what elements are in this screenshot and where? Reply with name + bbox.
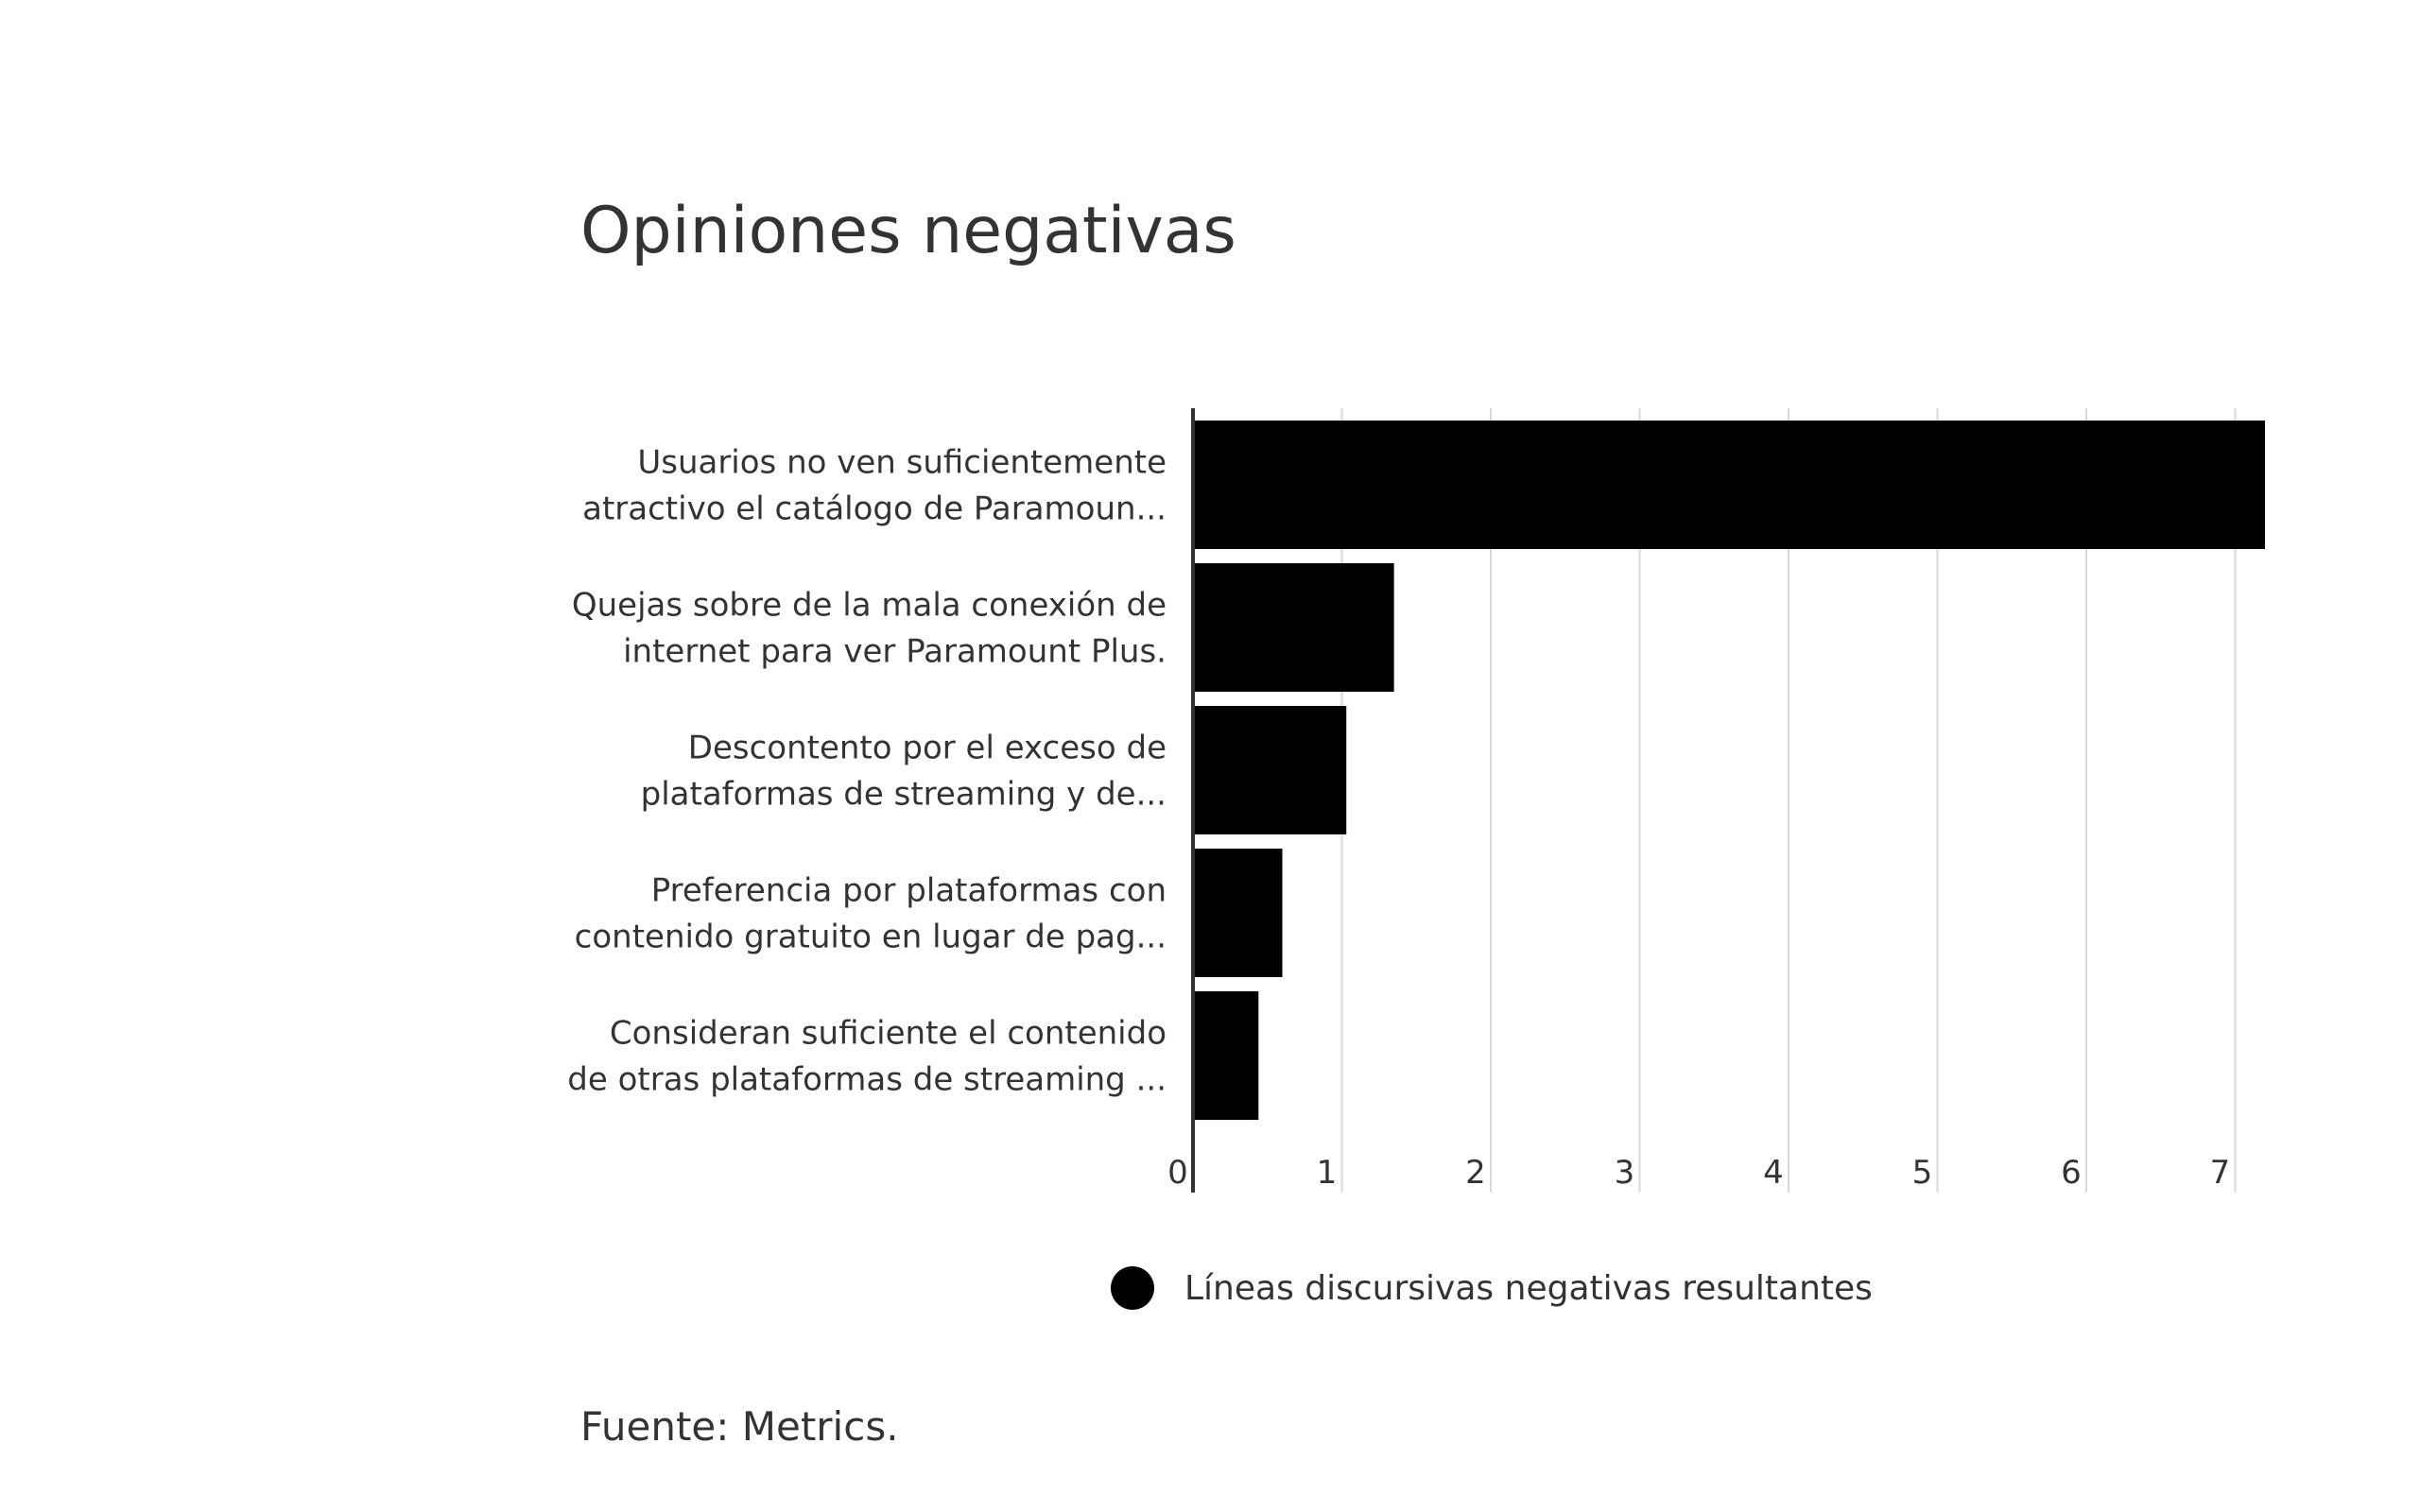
- category-label: Descontento por el exceso de plataformas …: [641, 730, 1167, 814]
- bar: [1193, 421, 2265, 549]
- legend-swatch-icon: [1111, 1266, 1154, 1310]
- x-tick-label: 7: [2210, 1154, 2231, 1192]
- x-tick-label: 4: [1763, 1154, 1784, 1192]
- x-tick-labels: 0 1 2 3 4 5 6 7: [1167, 1154, 2230, 1192]
- legend-label: Líneas discursivas negativas resultantes: [1184, 1268, 1873, 1308]
- category-label: Preferencia por plataformas con contenido…: [575, 872, 1167, 956]
- legend: Líneas discursivas negativas resultantes: [1111, 1266, 1873, 1310]
- x-tick-label: 2: [1465, 1154, 1486, 1192]
- x-tick-label: 6: [2061, 1154, 2082, 1192]
- category-label: Usuarios no ven suficientemente atractivo…: [582, 444, 1167, 528]
- bar: [1193, 849, 1283, 977]
- category-label: Consideran suficiente el contenido de otr…: [567, 1015, 1167, 1099]
- x-tick-label: 1: [1317, 1154, 1338, 1192]
- bar: [1193, 991, 1259, 1120]
- category-labels: Usuarios no ven suficientemente atractivo…: [567, 444, 1167, 1099]
- bar: [1193, 563, 1394, 692]
- bars: [1193, 421, 2265, 1120]
- x-tick-label: 3: [1615, 1154, 1635, 1192]
- source-note: Fuente: Metrics.: [580, 1403, 899, 1450]
- x-tick-label: 0: [1167, 1154, 1188, 1192]
- chart-title: Opiniones negativas: [580, 194, 1236, 268]
- category-label: Quejas sobre de la mala conexión de inter…: [572, 587, 1167, 671]
- x-tick-label: 5: [1912, 1154, 1933, 1192]
- bar: [1193, 706, 1347, 834]
